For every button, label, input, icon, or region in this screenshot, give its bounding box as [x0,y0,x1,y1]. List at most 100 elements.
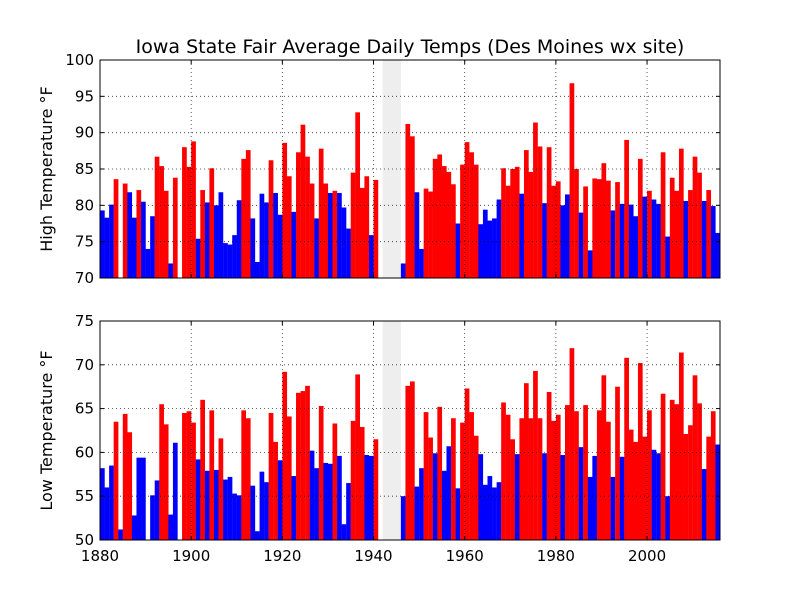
bar-1914 [255,262,260,278]
bar-1902 [200,399,206,540]
bar-1926 [309,183,315,278]
bar-1950 [419,248,424,278]
bar-1975 [533,122,538,278]
bar-1947 [405,385,411,540]
y-tick-label: 60 [75,443,94,461]
bar-1889 [141,201,146,278]
bar-1976 [537,418,543,540]
bar-1920 [282,371,288,540]
bar-1890 [145,248,151,278]
bar-1973 [523,150,529,278]
bar-1912 [245,150,251,278]
bar-1936 [355,374,361,540]
bar-1912 [245,418,251,540]
bar-1999 [642,436,648,540]
bar-1928 [318,148,324,278]
bar-1881 [104,217,110,278]
bar-1972 [519,418,525,540]
bar-1901 [195,238,201,278]
bar-1983 [569,348,575,540]
y-tick-label: 90 [75,124,94,142]
bar-1946 [400,263,406,278]
bar-1990 [601,163,607,278]
missing-data-span [382,321,401,540]
bar-1910 [236,200,242,278]
bar-2013 [706,436,712,540]
bar-1961 [469,412,474,540]
bar-1966 [492,218,497,278]
bar-1998 [637,158,643,278]
bar-1939 [368,235,374,278]
bar-2006 [674,190,680,278]
bar-1913 [250,485,256,540]
bar-1914 [255,531,260,540]
bar-1892 [154,480,160,540]
bar-1960 [464,142,470,278]
bar-1978 [546,147,552,278]
bar-1894 [163,424,169,540]
bar-1934 [346,228,351,278]
bar-2007 [678,148,684,278]
bar-1951 [423,188,429,278]
bar-1925 [305,385,310,540]
bar-1981 [560,455,566,540]
bar-2006 [674,404,680,540]
bar-1883 [113,179,119,278]
bar-1896 [172,442,178,540]
bar-1982 [565,405,570,540]
bar-1937 [359,426,365,540]
y-tick-label: 75 [75,233,94,251]
bar-1940 [373,439,379,540]
bar-1996 [628,429,634,540]
bar-1988 [592,455,598,540]
bar-1895 [168,263,174,278]
bar-1926 [309,450,315,540]
bar-1893 [159,166,164,278]
bar-1995 [624,139,629,278]
bar-1949 [414,192,420,278]
bar-1886 [127,192,133,278]
bar-1911 [241,158,247,278]
bar-2001 [651,199,657,278]
bar-1921 [286,416,292,540]
bar-1881 [104,487,110,540]
bar-1929 [323,183,329,278]
bar-1993 [615,182,620,278]
bar-1974 [528,171,534,278]
x-tick-label: 1920 [263,547,301,565]
bar-1953 [432,453,438,540]
bar-1882 [109,465,114,540]
axes-frame [99,59,721,279]
y-tick-label: 95 [75,87,94,105]
bar-2003 [660,152,666,278]
bar-1918 [273,192,278,278]
bar-1940 [373,179,379,278]
bar-1996 [628,204,634,278]
bar-1903 [204,470,210,540]
bar-1974 [528,418,534,540]
bar-1937 [359,187,365,278]
bar-1895 [168,514,174,540]
bar-1922 [291,211,297,278]
bar-1984 [574,169,579,278]
bar-1954 [437,154,443,278]
bar-2010 [692,156,698,278]
bar-1923 [296,152,301,278]
bar-1925 [305,156,310,278]
bar-1938 [364,176,370,278]
bar-1889 [141,457,146,540]
bar-2000 [647,410,652,540]
bar-1951 [423,412,429,540]
bar-1900 [191,141,196,278]
bar-1989 [596,410,602,540]
bar-1885 [122,413,128,540]
bar-1891 [150,495,155,540]
bar-1992 [610,210,616,278]
bar-1997 [633,216,639,278]
bar-1969 [505,185,511,278]
bar-1985 [578,447,584,540]
bar-1992 [610,476,616,540]
bar-1987 [587,476,593,540]
bar-1966 [492,487,497,540]
bar-1932 [337,192,342,278]
